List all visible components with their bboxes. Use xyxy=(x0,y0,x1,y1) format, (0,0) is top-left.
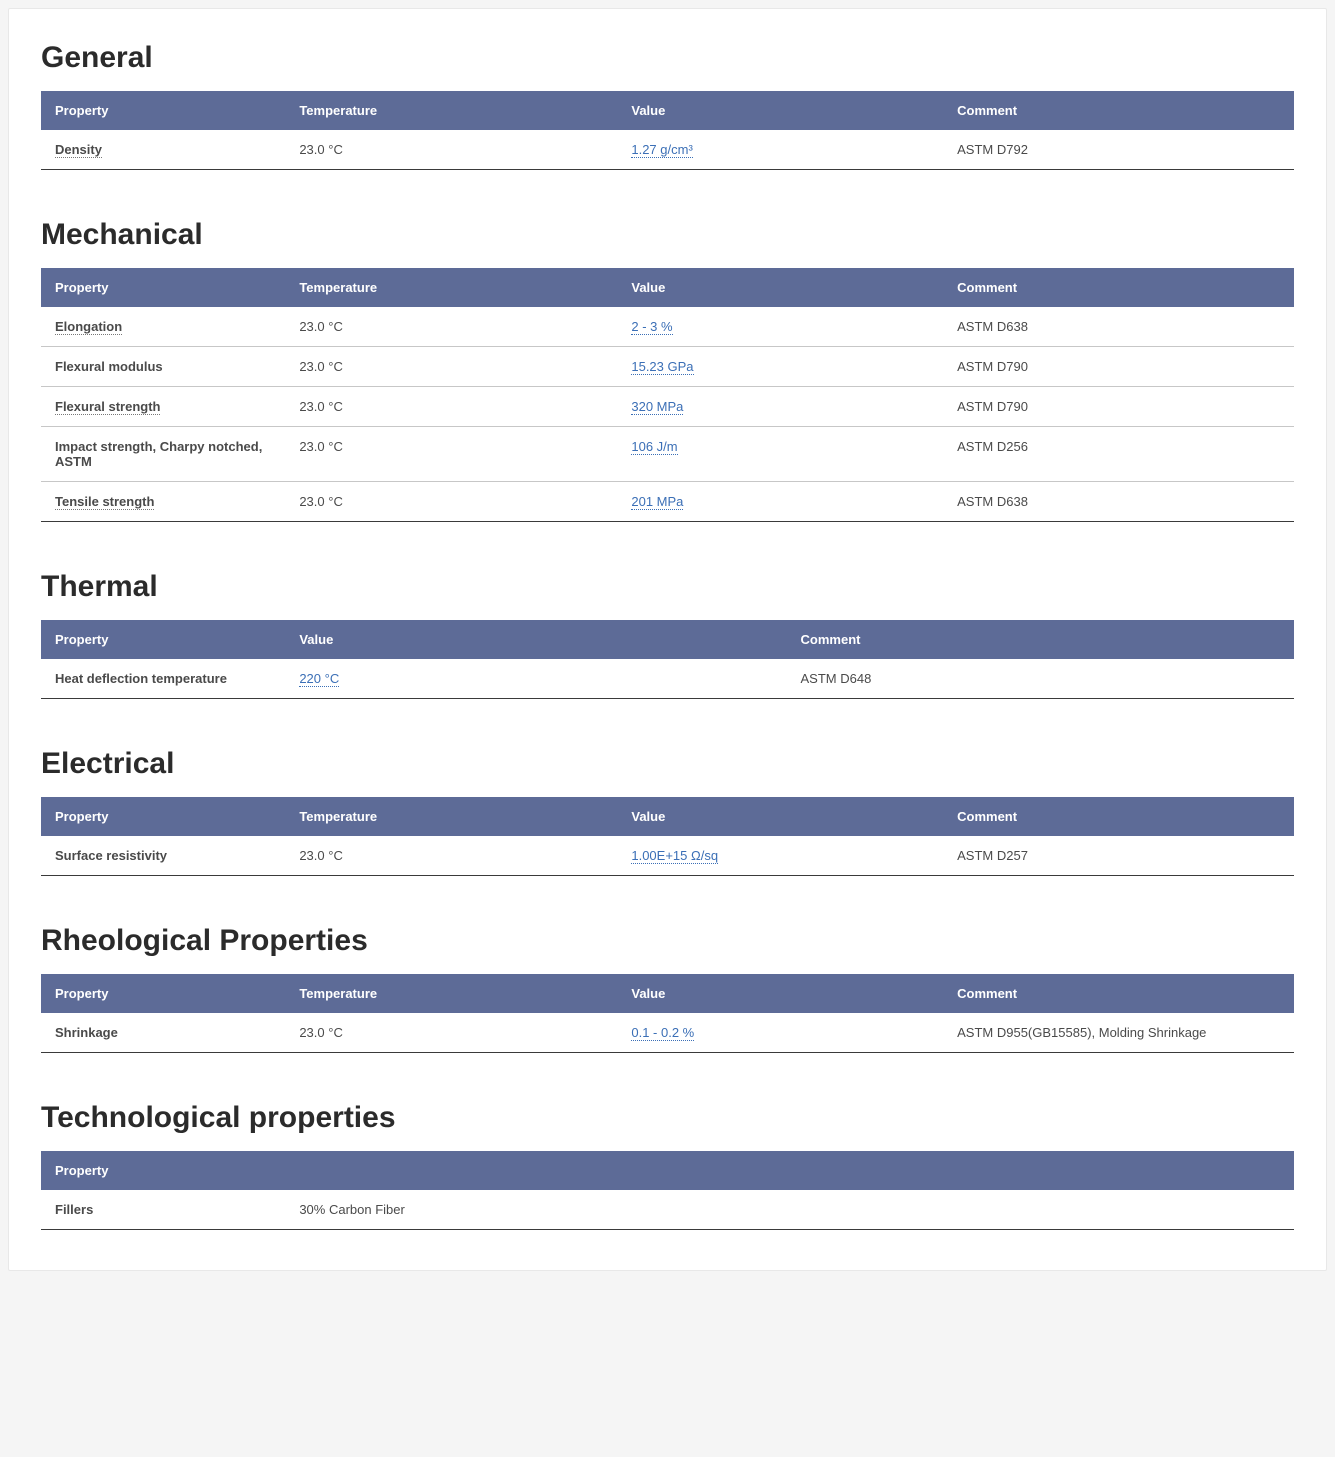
section-title-rheological: Rheological Properties xyxy=(41,924,1294,958)
property-name: Heat deflection temperature xyxy=(55,671,227,686)
comment-cell: ASTM D638 xyxy=(943,482,1294,522)
table-header-row: Property Temperature Value Comment xyxy=(41,91,1294,130)
property-name: Flexural modulus xyxy=(55,359,163,374)
property-name[interactable]: Elongation xyxy=(55,319,122,335)
col-header-property: Property xyxy=(41,620,285,659)
section-title-technological: Technological properties xyxy=(41,1101,1294,1135)
table-row: Flexural strength 23.0 °C 320 MPa ASTM D790 xyxy=(41,387,1294,427)
col-header-property: Property xyxy=(41,268,285,307)
col-header-property: Property xyxy=(41,91,285,130)
comment-cell: ASTM D256 xyxy=(943,427,1294,482)
value-link[interactable]: 320 MPa xyxy=(631,399,683,415)
table-row: Flexural modulus 23.0 °C 15.23 GPa ASTM D79… xyxy=(41,347,1294,387)
table-header-row: Property Temperature Value Comment xyxy=(41,974,1294,1013)
col-header-value: Value xyxy=(617,91,943,130)
col-header-value: Value xyxy=(285,620,786,659)
col-header-property: Property xyxy=(41,1151,285,1190)
comment-cell: ASTM D790 xyxy=(943,347,1294,387)
table-row: Tensile strength 23.0 °C 201 MPa ASTM D638 xyxy=(41,482,1294,522)
table-mechanical: Property Temperature Value Comment Elong… xyxy=(41,268,1294,522)
temperature-cell: 23.0 °C xyxy=(285,836,617,876)
col-header-comment: Comment xyxy=(787,620,1294,659)
property-name: Shrinkage xyxy=(55,1025,118,1040)
col-header-property: Property xyxy=(41,797,285,836)
table-body-mechanical: Elongation23.0 °C2 - 3 %ASTM D638Flexura… xyxy=(41,307,1294,522)
temperature-cell: 23.0 °C xyxy=(285,130,617,170)
comment-cell: ASTM D638 xyxy=(943,307,1294,347)
value-link[interactable]: 1.27 g/cm³ xyxy=(631,142,692,158)
table-header-row: Property Temperature Value Comment xyxy=(41,268,1294,307)
table-body-rheological: Shrinkage 23.0 °C 0.1 - 0.2 % ASTM D955(GB1… xyxy=(41,1013,1294,1053)
col-header-temperature: Temperature xyxy=(285,91,617,130)
temperature-cell: 23.0 °C xyxy=(285,427,617,482)
property-name[interactable]: Density xyxy=(55,142,102,158)
value-link[interactable]: 1.00E+15 Ω/sq xyxy=(631,848,718,864)
section-thermal: Thermal Property Value Comment Heat defl… xyxy=(41,570,1294,699)
table-row: Elongation 23.0 °C 2 - 3 % ASTM D638 xyxy=(41,307,1294,347)
col-header-comment: Comment xyxy=(943,91,1294,130)
value-link[interactable]: 201 MPa xyxy=(631,494,683,510)
value-link[interactable]: 220 °C xyxy=(299,671,339,687)
table-body-general: Density 23.0 °C 1.27 g/cm³ ASTM D792 xyxy=(41,130,1294,170)
table-technological: Property Fillers 30% Carbon Fiber xyxy=(41,1151,1294,1230)
col-header-comment: Comment xyxy=(943,974,1294,1013)
temperature-cell: 23.0 °C xyxy=(285,482,617,522)
table-row: Impact strength, Charpy notched, ASTM 23.… xyxy=(41,427,1294,482)
section-technological: Technological properties Property Filler… xyxy=(41,1101,1294,1230)
col-header-value: Value xyxy=(617,974,943,1013)
table-row: Surface resistivity 23.0 °C 1.00E+15 Ω/sq A… xyxy=(41,836,1294,876)
value-link[interactable]: 15.23 GPa xyxy=(631,359,693,375)
col-header-temperature: Temperature xyxy=(285,797,617,836)
table-body-technological: Fillers 30% Carbon Fiber xyxy=(41,1190,1294,1230)
temperature-cell: 23.0 °C xyxy=(285,307,617,347)
col-header-blank xyxy=(285,1151,1294,1190)
comment-cell: ASTM D790 xyxy=(943,387,1294,427)
col-header-temperature: Temperature xyxy=(285,268,617,307)
table-body-electrical: Surface resistivity 23.0 °C 1.00E+15 Ω/sq A… xyxy=(41,836,1294,876)
table-row: Shrinkage 23.0 °C 0.1 - 0.2 % ASTM D955(GB1… xyxy=(41,1013,1294,1053)
table-row: Density 23.0 °C 1.27 g/cm³ ASTM D792 xyxy=(41,130,1294,170)
property-name: Fillers xyxy=(55,1202,93,1217)
section-title-general: General xyxy=(41,41,1294,75)
section-title-mechanical: Mechanical xyxy=(41,218,1294,252)
section-general: General Property Temperature Value Comme… xyxy=(41,41,1294,170)
material-datasheet: General Property Temperature Value Comme… xyxy=(8,8,1327,1271)
section-mechanical: Mechanical Property Temperature Value Co… xyxy=(41,218,1294,522)
section-title-thermal: Thermal xyxy=(41,570,1294,604)
table-header-row: Property xyxy=(41,1151,1294,1190)
col-header-comment: Comment xyxy=(943,797,1294,836)
comment-cell: ASTM D955(GB15585), Molding Shrinkage xyxy=(943,1013,1294,1053)
section-electrical: Electrical Property Temperature Value Co… xyxy=(41,747,1294,876)
table-body-thermal: Heat deflection temperature 220 °C ASTM D6… xyxy=(41,659,1294,699)
col-header-value: Value xyxy=(617,268,943,307)
table-header-row: Property Value Comment xyxy=(41,620,1294,659)
property-name[interactable]: Flexural strength xyxy=(55,399,160,415)
section-rheological: Rheological Properties Property Temperat… xyxy=(41,924,1294,1053)
table-row: Heat deflection temperature 220 °C ASTM D6… xyxy=(41,659,1294,699)
value-link[interactable]: 2 - 3 % xyxy=(631,319,672,335)
property-name: Surface resistivity xyxy=(55,848,167,863)
value-link[interactable]: 0.1 - 0.2 % xyxy=(631,1025,694,1041)
comment-cell: ASTM D792 xyxy=(943,130,1294,170)
table-thermal: Property Value Comment Heat deflection t… xyxy=(41,620,1294,699)
temperature-cell: 23.0 °C xyxy=(285,387,617,427)
table-rheological: Property Temperature Value Comment Shrin… xyxy=(41,974,1294,1053)
value-link[interactable]: 106 J/m xyxy=(631,439,677,455)
col-header-comment: Comment xyxy=(943,268,1294,307)
col-header-value: Value xyxy=(617,797,943,836)
value-cell: 30% Carbon Fiber xyxy=(285,1190,1294,1230)
temperature-cell: 23.0 °C xyxy=(285,1013,617,1053)
table-general: Property Temperature Value Comment Densi… xyxy=(41,91,1294,170)
comment-cell: ASTM D257 xyxy=(943,836,1294,876)
table-row: Fillers 30% Carbon Fiber xyxy=(41,1190,1294,1230)
temperature-cell: 23.0 °C xyxy=(285,347,617,387)
section-title-electrical: Electrical xyxy=(41,747,1294,781)
col-header-temperature: Temperature xyxy=(285,974,617,1013)
table-electrical: Property Temperature Value Comment Surfa… xyxy=(41,797,1294,876)
comment-cell: ASTM D648 xyxy=(787,659,1294,699)
property-name[interactable]: Tensile strength xyxy=(55,494,154,510)
table-header-row: Property Temperature Value Comment xyxy=(41,797,1294,836)
col-header-property: Property xyxy=(41,974,285,1013)
property-name: Impact strength, Charpy notched, ASTM xyxy=(55,439,262,469)
